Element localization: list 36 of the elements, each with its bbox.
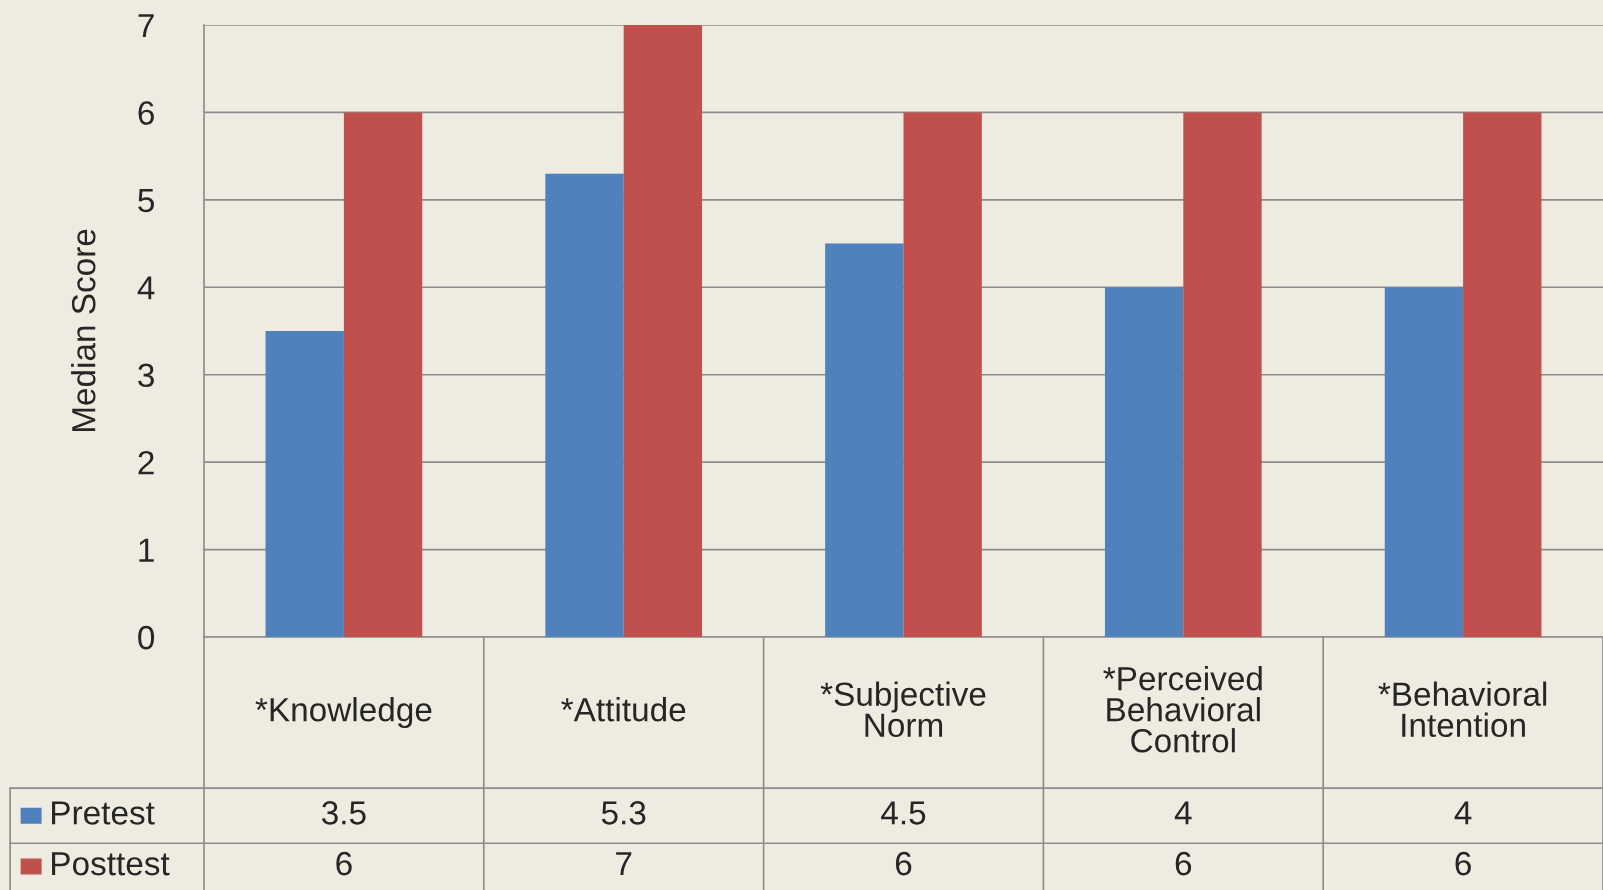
x-tick-label: *Attitude bbox=[561, 697, 686, 722]
bar bbox=[1104, 287, 1184, 637]
y-tick-label: 2 bbox=[138, 450, 154, 475]
bar bbox=[623, 25, 703, 637]
bar bbox=[343, 112, 423, 637]
x-tick-label: *Perceived Behavioral Control bbox=[1103, 665, 1262, 753]
data-label: 4 bbox=[1454, 801, 1472, 825]
data-label: 6 bbox=[1175, 851, 1192, 876]
x-tick-label: *Subjective Norm bbox=[820, 681, 986, 738]
x-tick-label: *Knowledge bbox=[255, 697, 432, 729]
legend-label: Posttest bbox=[52, 852, 170, 876]
data-label: 6 bbox=[895, 851, 912, 876]
bar bbox=[265, 331, 344, 637]
y-tick-label: 1 bbox=[139, 538, 154, 562]
x-tick-label: *Behavioral Intention bbox=[1378, 681, 1547, 738]
y-tick-label: 3 bbox=[138, 363, 154, 388]
bar bbox=[903, 112, 982, 637]
bar bbox=[825, 243, 904, 637]
bar bbox=[1384, 287, 1464, 637]
data-label: 6 bbox=[1455, 851, 1471, 876]
y-tick-label: 7 bbox=[138, 14, 154, 38]
bar bbox=[545, 173, 624, 637]
legend-label: Pretest bbox=[52, 801, 155, 825]
data-label: 7 bbox=[616, 852, 632, 876]
data-label: 6 bbox=[336, 851, 352, 876]
data-label: 4.5 bbox=[881, 801, 926, 825]
data-label: 5.3 bbox=[601, 801, 646, 825]
y-tick-label: 5 bbox=[138, 189, 154, 213]
bar bbox=[1463, 112, 1542, 637]
bar bbox=[1183, 112, 1262, 637]
data-label: 3.5 bbox=[322, 801, 366, 825]
y-axis-title: Median Score bbox=[71, 229, 96, 432]
y-tick-label: 6 bbox=[138, 101, 154, 125]
y-tick-label: 4 bbox=[137, 276, 155, 300]
y-tick-label: 0 bbox=[138, 625, 155, 650]
data-label: 4 bbox=[1174, 801, 1192, 825]
